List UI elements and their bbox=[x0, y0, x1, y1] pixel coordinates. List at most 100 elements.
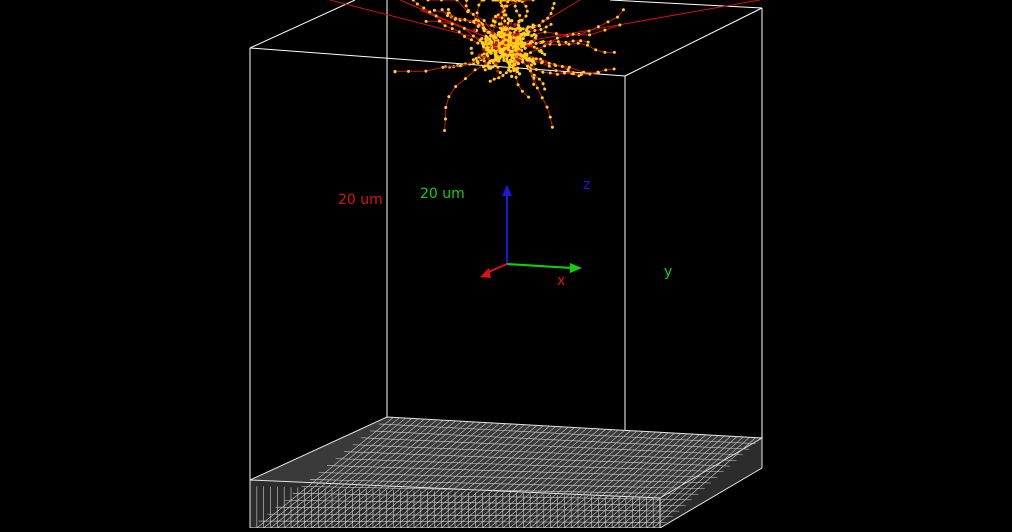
hit-point bbox=[444, 106, 447, 109]
hit-point bbox=[524, 52, 527, 55]
hit-point bbox=[580, 73, 583, 76]
hit-point bbox=[549, 116, 552, 119]
hit-point bbox=[494, 15, 497, 18]
hit-point bbox=[577, 42, 580, 45]
hit-point bbox=[515, 36, 518, 39]
hit-point bbox=[553, 2, 556, 5]
box-edge bbox=[625, 8, 762, 76]
hit-point bbox=[508, 19, 511, 22]
hit-point bbox=[588, 73, 591, 76]
hit-point bbox=[482, 48, 485, 51]
hit-point bbox=[505, 27, 508, 30]
hit-point bbox=[447, 8, 450, 11]
hit-point bbox=[579, 39, 582, 42]
hit-point bbox=[587, 41, 590, 44]
hit-point bbox=[518, 0, 521, 2]
hit-point bbox=[509, 31, 512, 34]
hit-point bbox=[530, 64, 533, 67]
particle-tracks bbox=[330, 0, 760, 132]
hit-point bbox=[463, 27, 466, 30]
hit-point bbox=[463, 35, 466, 38]
hit-point bbox=[512, 64, 515, 67]
hit-point bbox=[482, 65, 485, 68]
hit-point bbox=[532, 77, 535, 80]
hit-point bbox=[487, 42, 490, 45]
orientation-axes bbox=[480, 185, 582, 278]
hit-point bbox=[510, 36, 513, 39]
hit-point bbox=[498, 22, 501, 25]
hit-point bbox=[474, 68, 477, 71]
hit-point bbox=[492, 19, 495, 22]
hit-point bbox=[491, 47, 494, 50]
hit-point bbox=[597, 25, 600, 28]
hit-point bbox=[535, 42, 538, 45]
hit-point bbox=[525, 15, 528, 18]
hit-point bbox=[464, 77, 467, 80]
hit-point bbox=[514, 33, 517, 36]
hit-point bbox=[484, 68, 487, 71]
hit-point bbox=[515, 41, 518, 44]
hit-point bbox=[509, 59, 512, 62]
hit-point bbox=[523, 42, 526, 45]
hit-point bbox=[516, 67, 519, 70]
hit-point bbox=[501, 50, 504, 53]
hit-point bbox=[435, 15, 438, 18]
hit-point bbox=[555, 69, 558, 72]
hit-point bbox=[477, 3, 480, 6]
hit-point bbox=[498, 50, 501, 53]
hit-point bbox=[444, 118, 447, 121]
hit-point bbox=[494, 62, 497, 65]
z-axis-arrowhead bbox=[502, 185, 512, 196]
hit-point bbox=[472, 34, 475, 37]
hit-point bbox=[522, 37, 525, 40]
hit-point bbox=[491, 31, 494, 34]
hit-point bbox=[532, 0, 535, 2]
hit-point bbox=[533, 29, 536, 32]
hit-point bbox=[550, 12, 553, 15]
hit-point bbox=[557, 40, 560, 43]
hit-point bbox=[572, 33, 575, 36]
hit-point bbox=[521, 90, 524, 93]
hit-point bbox=[572, 40, 575, 43]
hit-point bbox=[551, 7, 554, 10]
hit-point bbox=[543, 53, 546, 56]
hit-point bbox=[622, 8, 625, 11]
hit-point bbox=[548, 62, 551, 65]
hit-point bbox=[489, 67, 492, 70]
hit-point bbox=[472, 20, 475, 23]
hit-point bbox=[517, 20, 520, 23]
hit-point bbox=[503, 19, 506, 22]
hit-point bbox=[475, 57, 478, 60]
hit-point bbox=[498, 31, 501, 34]
hit-point bbox=[526, 65, 529, 68]
hit-point bbox=[596, 71, 599, 74]
hit-point bbox=[440, 0, 443, 2]
hit-point bbox=[541, 60, 544, 63]
hit-point bbox=[501, 53, 504, 56]
hit-point bbox=[510, 75, 513, 78]
hit-point bbox=[551, 126, 554, 129]
hit-point bbox=[514, 5, 517, 8]
hit-point bbox=[424, 70, 427, 73]
hit-point bbox=[538, 78, 541, 81]
hit-point bbox=[603, 29, 606, 32]
hit-point bbox=[515, 58, 518, 61]
hit-point bbox=[535, 57, 538, 60]
hit-point bbox=[567, 43, 570, 46]
hit-point bbox=[441, 66, 444, 69]
hit-point bbox=[563, 71, 566, 74]
hit-point bbox=[533, 62, 536, 65]
hit-point bbox=[477, 25, 480, 28]
hit-point bbox=[582, 71, 585, 74]
hit-point bbox=[616, 16, 619, 19]
hit-point bbox=[512, 67, 515, 70]
box-edge bbox=[250, 48, 625, 76]
hit-point bbox=[517, 62, 520, 65]
box-edge bbox=[250, 0, 355, 48]
hit-point bbox=[554, 64, 557, 67]
hit-point bbox=[496, 66, 499, 69]
hit-point bbox=[588, 33, 591, 36]
hit-point bbox=[482, 29, 485, 32]
